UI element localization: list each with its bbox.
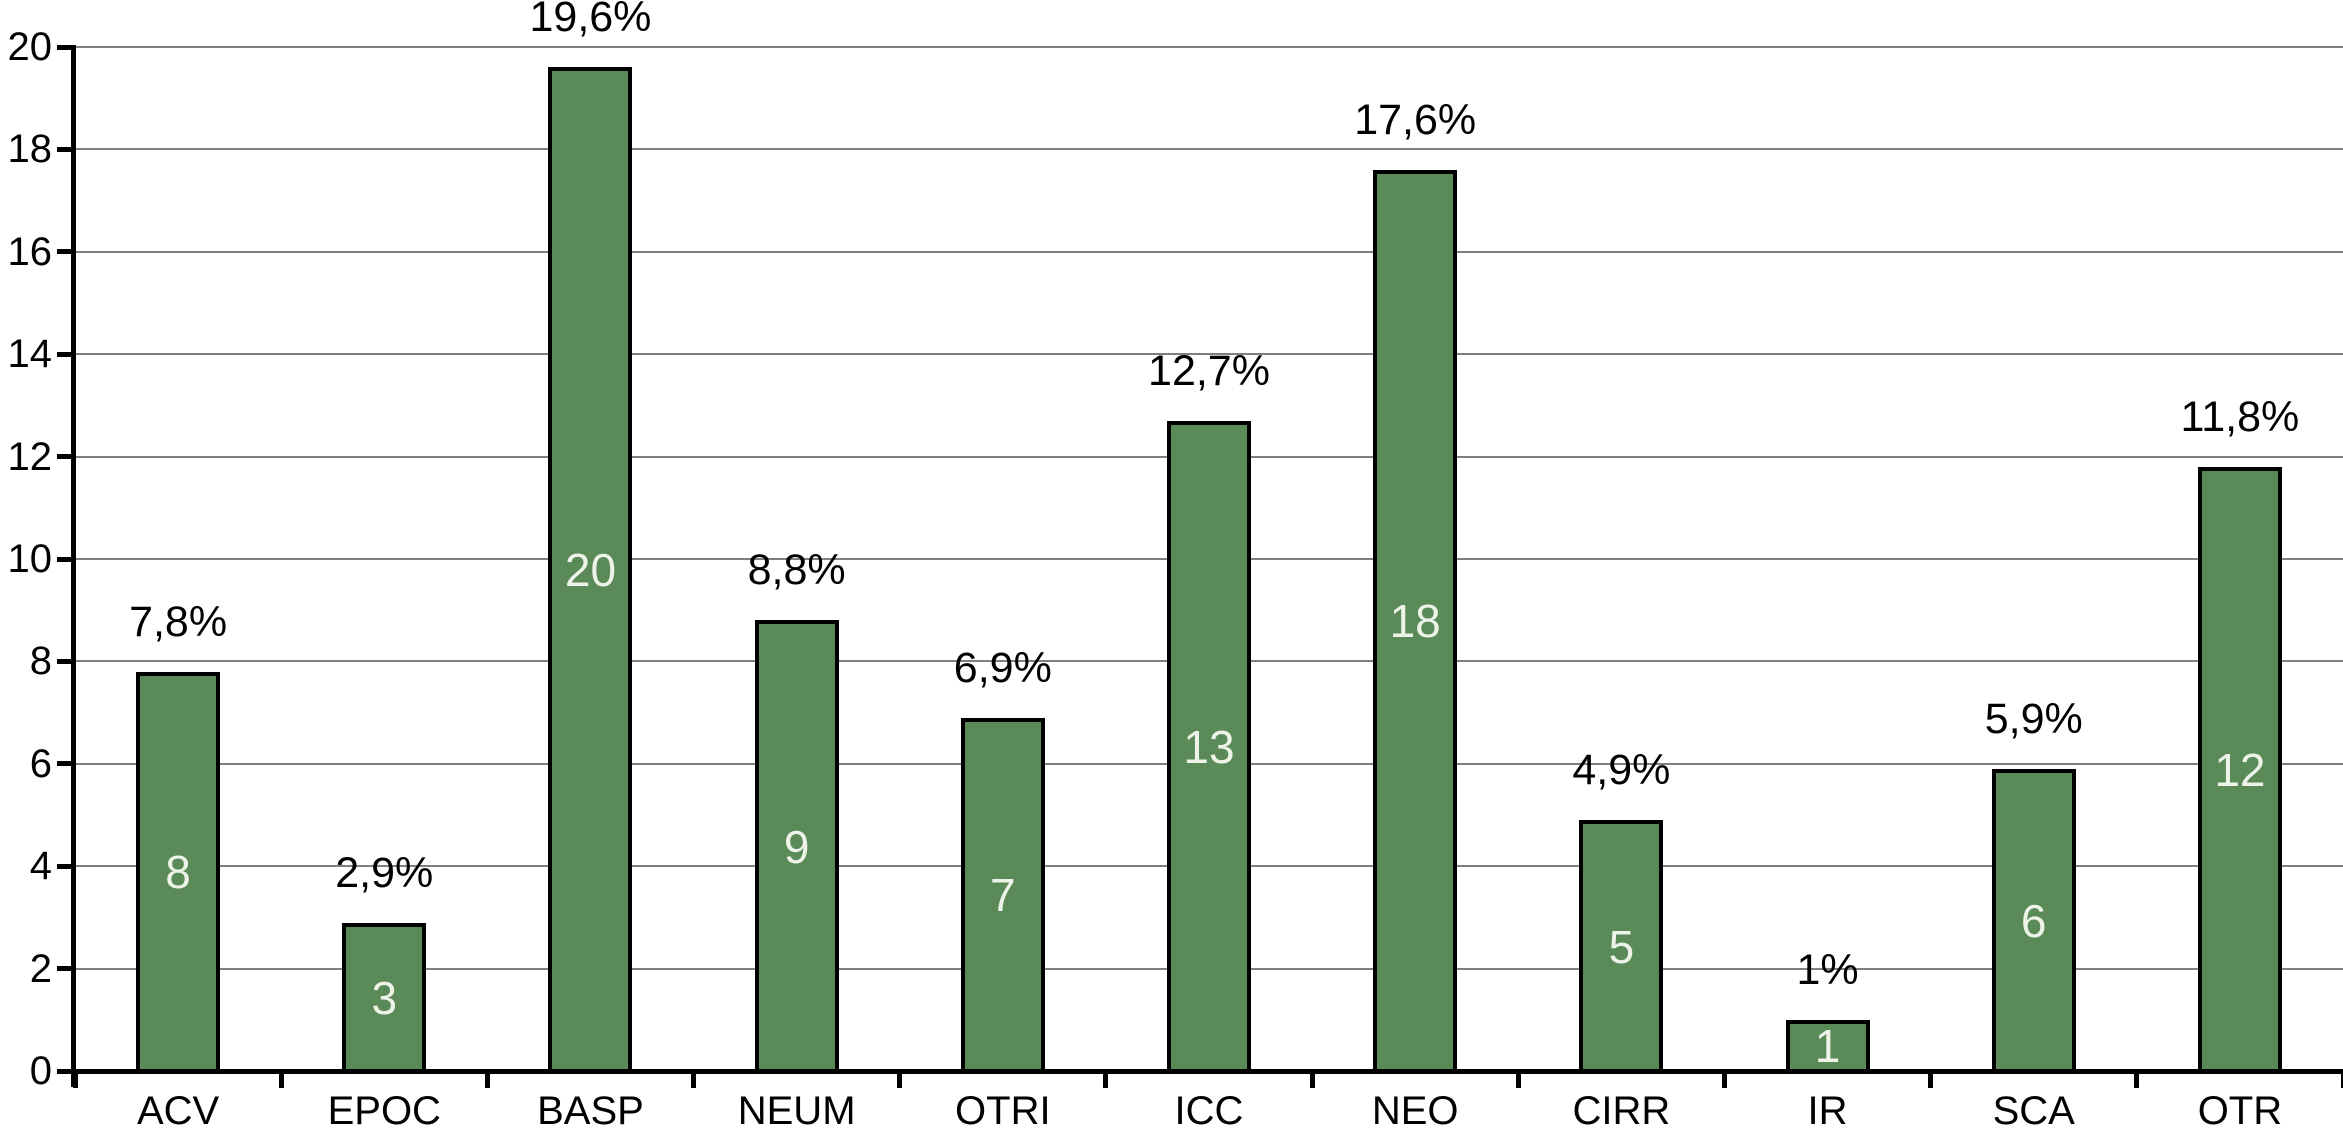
- bar-percent-label: 17,6%: [1354, 95, 1477, 144]
- bar-percent-label: 1%: [1796, 945, 1859, 994]
- bar-percent-label: 5,9%: [1984, 694, 2083, 743]
- bar-count-label: 1: [1814, 1020, 1841, 1073]
- bar-BASP: 20: [548, 67, 633, 1073]
- y-axis-tick-label: 4: [29, 844, 52, 889]
- category-label-NEUM: NEUM: [737, 1089, 856, 1133]
- bar-count-label: 7: [990, 869, 1016, 922]
- bar-count-label: 8: [165, 846, 191, 899]
- x-axis-tick: [278, 1071, 284, 1088]
- y-axis-tick-label: 2: [29, 946, 52, 991]
- y-axis-tick: [57, 351, 74, 357]
- x-axis-tick: [1721, 1071, 1727, 1088]
- bar-percent-label: 4,9%: [1572, 746, 1671, 795]
- gridline: [75, 250, 2343, 253]
- y-axis-tick-label: 0: [29, 1049, 52, 1093]
- y-axis-tick: [57, 966, 74, 972]
- bar-percent-label: 12,7%: [1148, 346, 1270, 395]
- x-axis-tick: [1103, 1071, 1109, 1088]
- y-axis-tick: [57, 249, 74, 255]
- category-label-IR: IR: [1807, 1089, 1848, 1133]
- gridline: [75, 148, 2343, 151]
- bar-count-label: 5: [1608, 920, 1635, 973]
- y-axis-tick: [57, 454, 74, 460]
- x-axis-tick: [2134, 1071, 2140, 1088]
- bar-ACV: 8: [136, 671, 221, 1073]
- category-label-OTRI: OTRI: [955, 1089, 1051, 1133]
- x-axis-tick: [897, 1071, 903, 1088]
- y-axis-tick-label: 6: [29, 741, 52, 786]
- bar-percent-label: 8,8%: [747, 546, 846, 595]
- bar-count-label: 13: [1183, 720, 1235, 773]
- y-axis-tick: [57, 1068, 74, 1074]
- bar-percent-label: 11,8%: [2180, 392, 2300, 441]
- x-axis-tick: [691, 1071, 697, 1088]
- category-label-ICC: ICC: [1174, 1089, 1244, 1133]
- y-axis-tick: [57, 556, 74, 562]
- y-axis-tick-label: 10: [7, 537, 53, 581]
- bar-percent-label: 19,6%: [529, 0, 652, 42]
- y-axis-tick-label: 12: [7, 434, 53, 479]
- bar-percent-label: 2,9%: [335, 848, 434, 897]
- y-axis-tick-label: 8: [29, 639, 52, 684]
- y-axis-tick-label: 16: [7, 229, 53, 274]
- bar-OTR: 12: [2197, 466, 2282, 1073]
- category-label-BASP: BASP: [537, 1089, 644, 1133]
- bar-OTRI: 7: [960, 717, 1045, 1073]
- x-axis-tick: [484, 1071, 490, 1088]
- x-axis-tick: [1515, 1071, 1521, 1088]
- bar-count-label: 12: [2214, 743, 2266, 796]
- gridline: [75, 353, 2343, 356]
- bar-NEO: 18: [1373, 169, 1458, 1073]
- bar-NEUM: 9: [754, 620, 839, 1073]
- category-label-EPOC: EPOC: [327, 1089, 441, 1133]
- gridline: [75, 46, 2343, 48]
- x-axis-line: [71, 1068, 2343, 1074]
- category-label-CIRR: CIRR: [1572, 1089, 1671, 1133]
- x-axis-tick: [2340, 1071, 2343, 1088]
- bar-percent-label: 6,9%: [953, 643, 1052, 692]
- y-axis-tick: [57, 658, 74, 664]
- y-axis-tick: [57, 146, 74, 152]
- category-label-SCA: SCA: [1992, 1089, 2075, 1133]
- x-axis-tick: [1928, 1071, 1934, 1088]
- bar-CIRR: 5: [1579, 820, 1664, 1073]
- x-axis-tick: [1309, 1071, 1315, 1088]
- category-label-OTR: OTR: [2197, 1089, 2283, 1133]
- y-axis-tick: [57, 863, 74, 869]
- y-axis-tick: [57, 44, 74, 50]
- bar-EPOC: 3: [342, 922, 427, 1073]
- y-axis-tick-label: 18: [7, 127, 53, 172]
- bar-count-label: 18: [1389, 595, 1441, 648]
- bar-count-label: 6: [2020, 894, 2047, 947]
- y-axis-tick-label: 20: [7, 25, 53, 69]
- bar-SCA: 6: [1991, 768, 2076, 1073]
- category-label-ACV: ACV: [136, 1089, 220, 1133]
- y-axis-tick-label: 14: [7, 332, 53, 377]
- bar-ICC: 13: [1167, 420, 1251, 1073]
- bar-IR: 1: [1785, 1019, 1870, 1073]
- bar-count-label: 20: [564, 544, 617, 597]
- category-label-NEO: NEO: [1371, 1089, 1459, 1133]
- y-axis-line: [71, 45, 76, 1087]
- y-axis-tick: [57, 761, 74, 767]
- bar-count-label: 9: [783, 820, 810, 873]
- bar-count-label: 3: [371, 971, 398, 1024]
- bar-percent-label: 7,8%: [129, 597, 228, 646]
